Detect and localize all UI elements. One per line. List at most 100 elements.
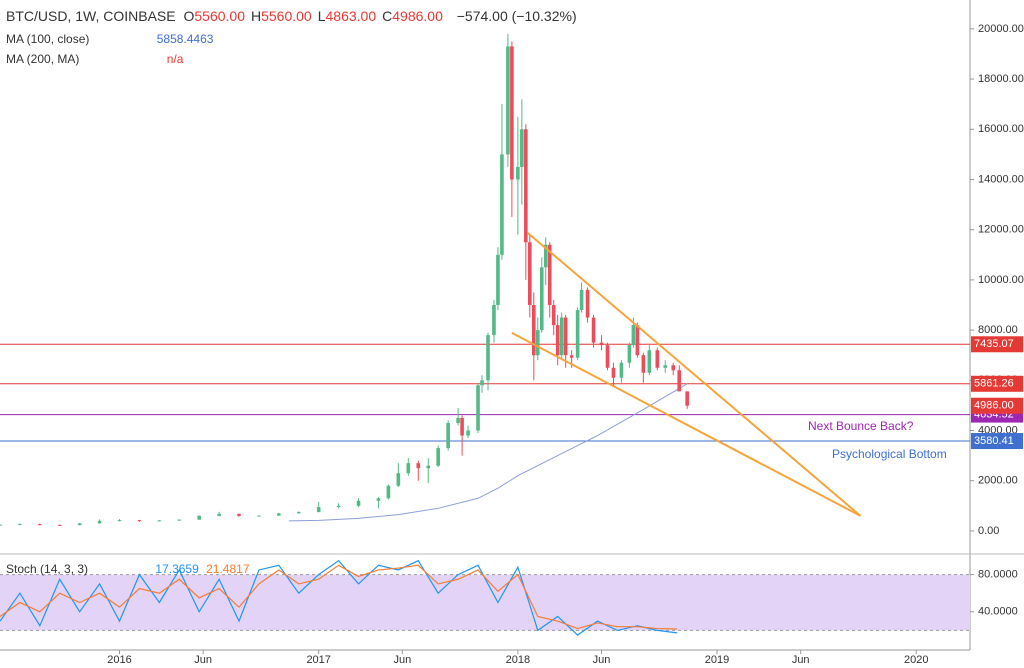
candle-body [547,244,552,305]
annotation: Psychological Bottom [832,447,947,461]
y-tick-label: 2000.00 [978,475,1018,487]
candle-body [510,46,514,180]
level-label: 5861.26 [974,378,1014,390]
indicator-name: MA (100, close) [6,32,90,46]
candle-body [316,507,321,513]
candle-body [671,365,676,371]
stoch-line [0,559,678,636]
candle-body [157,520,162,522]
stoch-y-tick-label: 80.0000 [978,569,1018,581]
candle-body [117,520,122,522]
candle-body [569,355,574,358]
ohlc-value: 5560.00 [194,8,245,24]
indicator-name: MA (200, MA) [6,52,80,66]
candle-body [599,342,604,346]
y-tick-label: 10000.00 [978,274,1024,286]
candle-body [655,350,660,368]
ohlc-value: 4863.00 [325,8,377,24]
candle-body [516,166,520,180]
candle-body [38,524,42,526]
candle-body [531,304,536,356]
stoch-line [0,564,678,630]
level-tag [971,336,1023,353]
candle-body [336,505,341,508]
candle-body [406,463,411,474]
y-tick-label: 0.00 [978,525,999,537]
candle-body [635,325,640,356]
y-tick-label: 20000.00 [978,23,1024,35]
last-price-tag [971,397,1023,414]
candle-body [257,515,261,517]
candle-body [217,513,221,516]
candle-body [296,512,301,514]
ohlc-value: 4986.00 [392,8,443,24]
trendline [527,232,862,517]
candle-body [685,391,689,406]
candle-body [0,524,2,526]
candle-body [524,129,528,243]
candle-body [520,129,524,167]
level-tag [971,433,1023,450]
ohlc: O5560.00 H5560.00 L4863.00 C4986.00 [183,8,448,24]
candle-body [663,365,668,368]
candle-body [619,362,624,378]
candle-body [647,350,652,373]
ohlc-label: C [382,8,393,24]
candle-body [496,254,500,305]
candle-body [563,317,568,356]
indicator-ma100: MA (100, close) 5858.4463 [6,32,217,46]
candle-body [57,524,62,526]
candle-body [506,46,510,155]
candle-body [77,523,82,526]
candle-body [528,242,532,305]
candle-body [137,520,142,522]
x-tick-label: Jun [393,654,411,666]
candle-body [605,345,610,368]
candle-body [466,430,470,436]
y-tick-label: 8000.00 [978,324,1018,336]
candle-body [559,317,564,356]
candle-body [627,345,632,363]
ma-line [288,383,688,522]
stoch-band [0,574,970,631]
candle-body [551,304,556,326]
candle-body [535,330,540,356]
stoch-y-tick-label: 40.0000 [978,606,1018,618]
level-label: 3580.41 [974,435,1014,447]
candle-body [480,380,484,386]
ohlc-label: H [250,8,262,24]
candle-body [476,385,480,431]
ohlc-value: 5560.00 [261,8,312,24]
candle-body [396,473,401,486]
annotation: Next Bounce Back? [808,419,914,433]
candle-body [486,335,490,381]
candle-body [356,500,361,506]
symbol: BTC/USD, 1W, COINBASE [6,8,176,24]
level-label: 7435.07 [974,338,1014,350]
candle-body [631,325,636,346]
candle-body [460,417,464,436]
change: −574.00 (−10.32%) [456,8,577,24]
x-tick-label: 2018 [506,654,530,666]
trendline [511,331,861,517]
candle-body [611,367,616,378]
candle-body [539,267,544,331]
ohlc-label: O [183,8,195,24]
stoch-d: 21.4817 [206,562,250,576]
last-price-label: 4986.00 [974,400,1014,412]
x-tick-label: Jun [593,654,611,666]
candle-body [492,304,496,336]
y-tick-label: 18000.00 [978,73,1024,85]
candle-body [97,520,102,524]
candle-body [500,154,504,255]
candle-body [575,310,580,358]
candle-body [446,422,450,449]
candle-body [543,244,548,268]
stoch-name: Stoch (14, 3, 3) [6,562,89,576]
candle-body [416,463,421,469]
level-tag [971,375,1023,392]
candle-body [641,355,646,373]
stoch-legend: Stoch (14, 3, 3) 17.3659 21.4817 [6,562,254,576]
